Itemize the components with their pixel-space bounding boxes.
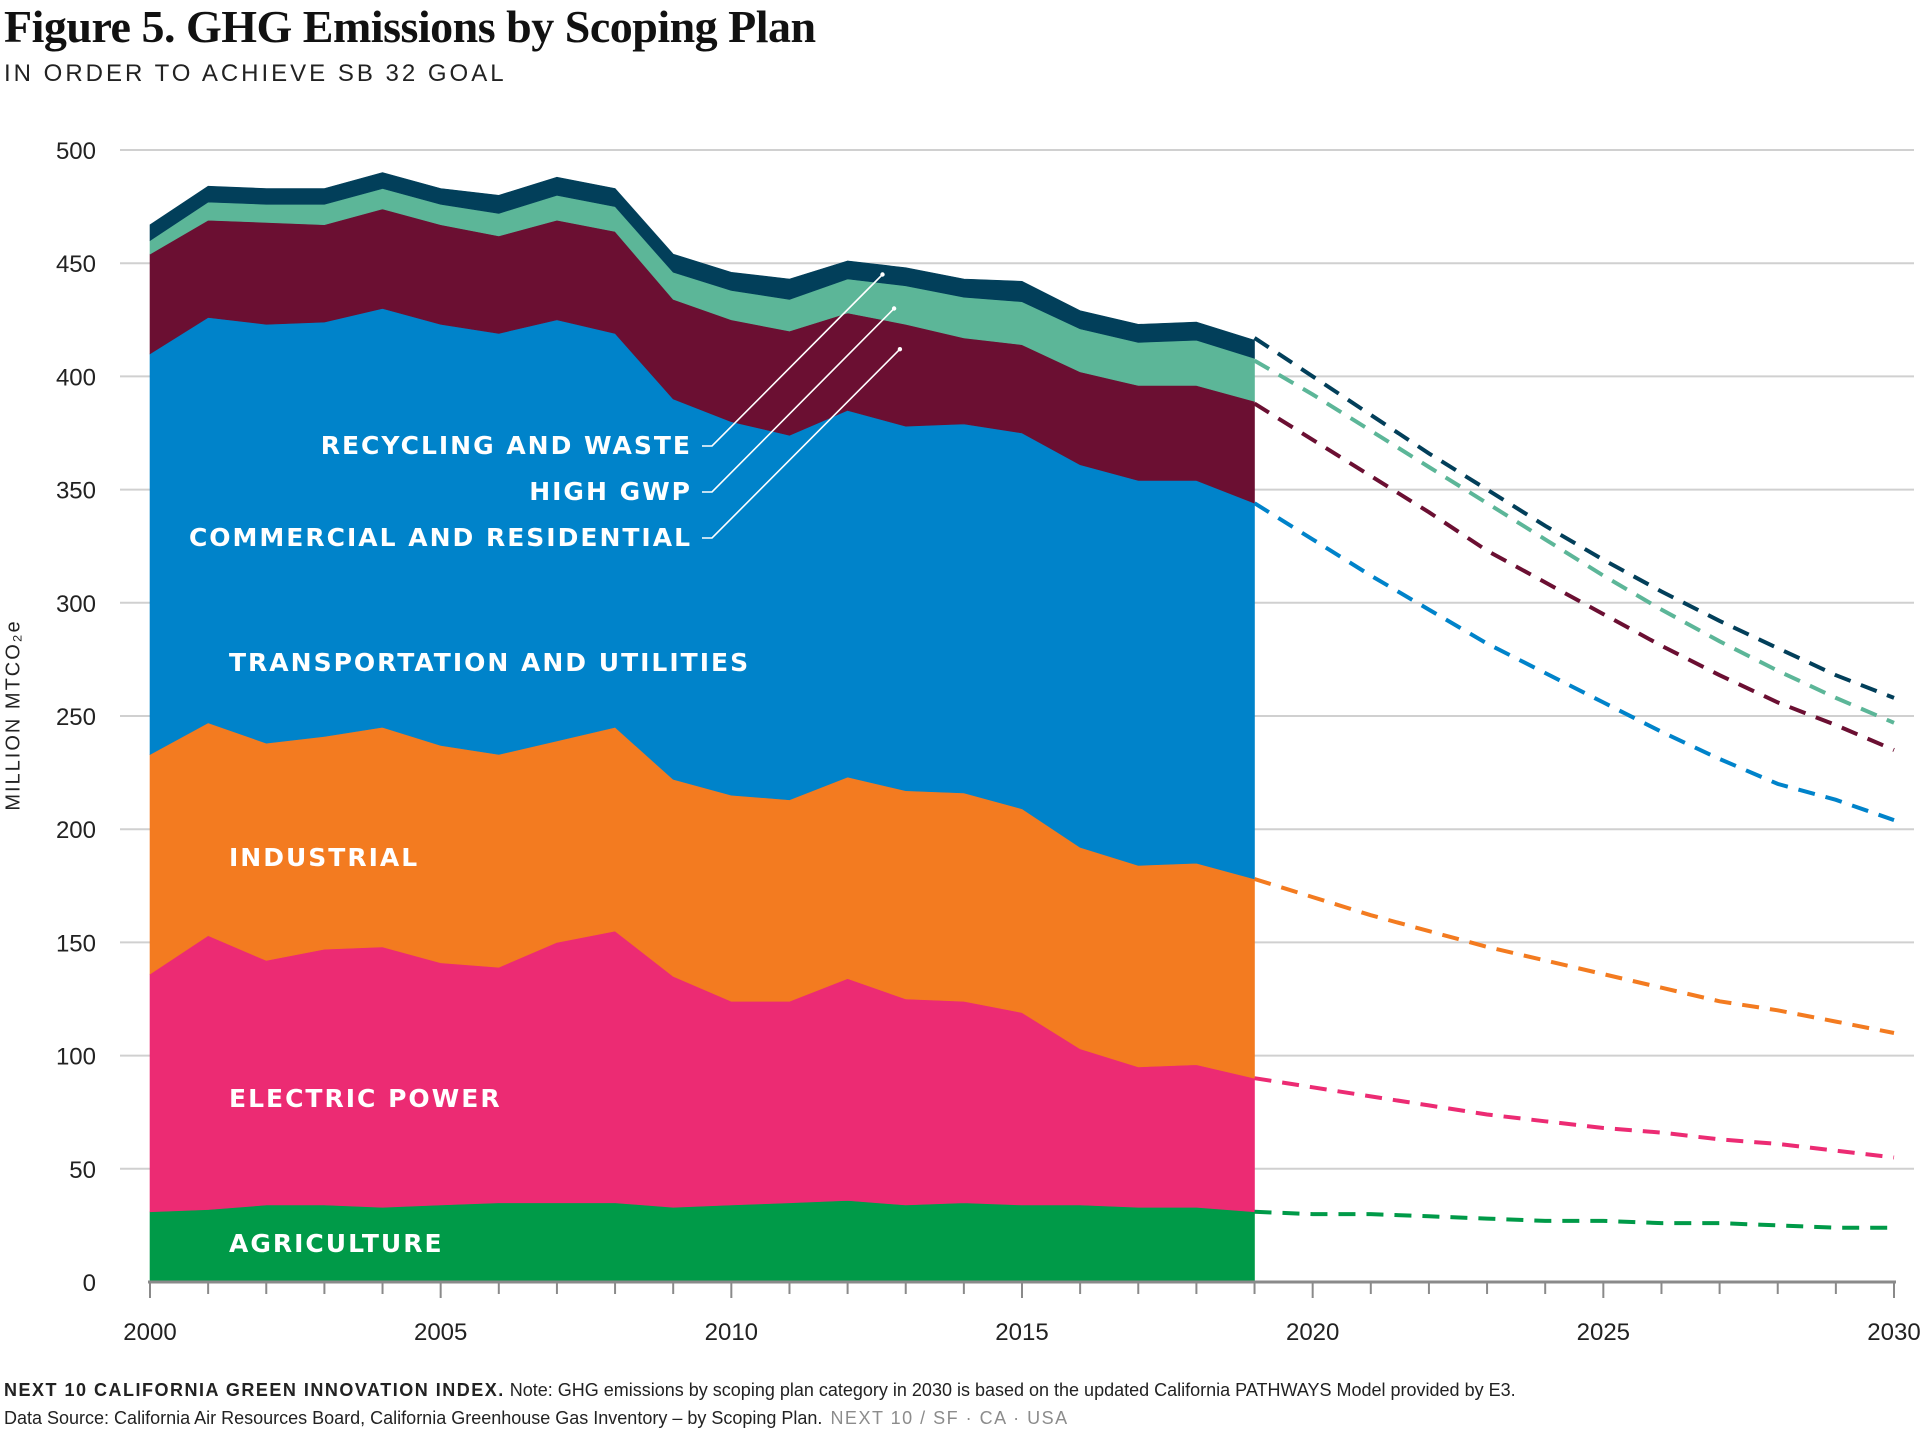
- x-tick-label: 2010: [705, 1319, 758, 1346]
- y-tick-label: 0: [83, 1270, 96, 1297]
- footer-brand-lead: NEXT 10 CALIFORNIA GREEN INNOVATION INDE…: [4, 1380, 505, 1400]
- y-tick-label: 500: [56, 138, 96, 165]
- projection-high-gwp: [1253, 358, 1895, 725]
- y-tick-label: 350: [56, 478, 96, 505]
- stacked-area-chart: 0 50 100 150 200 250 300 350 400 450 500 2000 2005 20…: [56, 138, 1920, 1346]
- footer-source: Data Source: California Air Resources Bo…: [4, 1408, 1069, 1429]
- footer-source-text: Data Source: California Air Resources Bo…: [4, 1408, 823, 1428]
- projection-electric-power: [1254, 1076, 1895, 1160]
- projection-transportation-and-utilities: [1253, 501, 1895, 822]
- series-labels: AGRICULTURE ELECTRIC POWER INDUSTRIAL TRANS…: [189, 272, 903, 1258]
- y-tick-label: 100: [56, 1044, 96, 1071]
- y-tick-label: 50: [69, 1157, 96, 1184]
- series-label-electric-power: ELECTRIC POWER: [229, 1084, 502, 1113]
- chart-title: Figure 5. GHG Emissions by Scoping Plan: [4, 1, 816, 52]
- series-label-industrial: INDUSTRIAL: [229, 843, 419, 872]
- x-tick-label: 2020: [1286, 1319, 1339, 1346]
- annotation-leader-dot: [891, 306, 897, 311]
- annotation-leader-line: [702, 348, 901, 539]
- annotation-leader-dot: [880, 272, 885, 277]
- series-label-agriculture: AGRICULTURE: [229, 1229, 444, 1258]
- annotation-label: COMMERCIAL AND RESIDENTIAL: [189, 523, 692, 552]
- x-tick-label: 2030: [1867, 1319, 1920, 1346]
- y-tick-label: 450: [56, 251, 96, 278]
- annotation-leader-line: [702, 307, 895, 493]
- projection-lines: [1253, 336, 1895, 1230]
- projection-commercial-and-residential: [1253, 401, 1895, 752]
- annotation-label: HIGH GWP: [529, 477, 692, 506]
- y-tick-label: 250: [56, 704, 96, 731]
- annotation-label: RECYCLING AND WASTE: [321, 431, 692, 460]
- y-tick-label: 300: [56, 591, 96, 618]
- chart-subtitle: IN ORDER TO ACHIEVE SB 32 GOAL: [4, 60, 507, 87]
- annotation-leader-dot: [897, 347, 903, 352]
- axes: 0 50 100 150 200 250 300 350 400 450 500 2000 2005 20…: [56, 138, 1920, 1346]
- footer-note: NEXT 10 CALIFORNIA GREEN INNOVATION INDE…: [4, 1380, 1516, 1401]
- x-tick-label: 2025: [1577, 1319, 1630, 1346]
- series-label-transportation-and-utilities: TRANSPORTATION AND UTILITIES: [229, 648, 750, 677]
- y-tick-label: 200: [56, 817, 96, 844]
- area-recycling-and-waste: [149, 172, 1255, 359]
- projection-industrial: [1253, 877, 1895, 1035]
- footer-note-text: Note: GHG emissions by scoping plan cate…: [509, 1380, 1516, 1400]
- x-tick-label: 2005: [414, 1319, 467, 1346]
- y-tick-label: 150: [56, 930, 96, 957]
- area-series: [149, 172, 1255, 1283]
- projection-recycling-and-waste: [1253, 336, 1895, 700]
- x-tick-label: 2000: [123, 1319, 176, 1346]
- annotation-leader-line: [702, 273, 884, 447]
- footer-brand-tag: NEXT 10 / SF · CA · USA: [830, 1408, 1069, 1428]
- x-tick-label: 2015: [995, 1319, 1048, 1346]
- projection-agriculture: [1254, 1209, 1894, 1230]
- y-tick-label: 400: [56, 364, 96, 391]
